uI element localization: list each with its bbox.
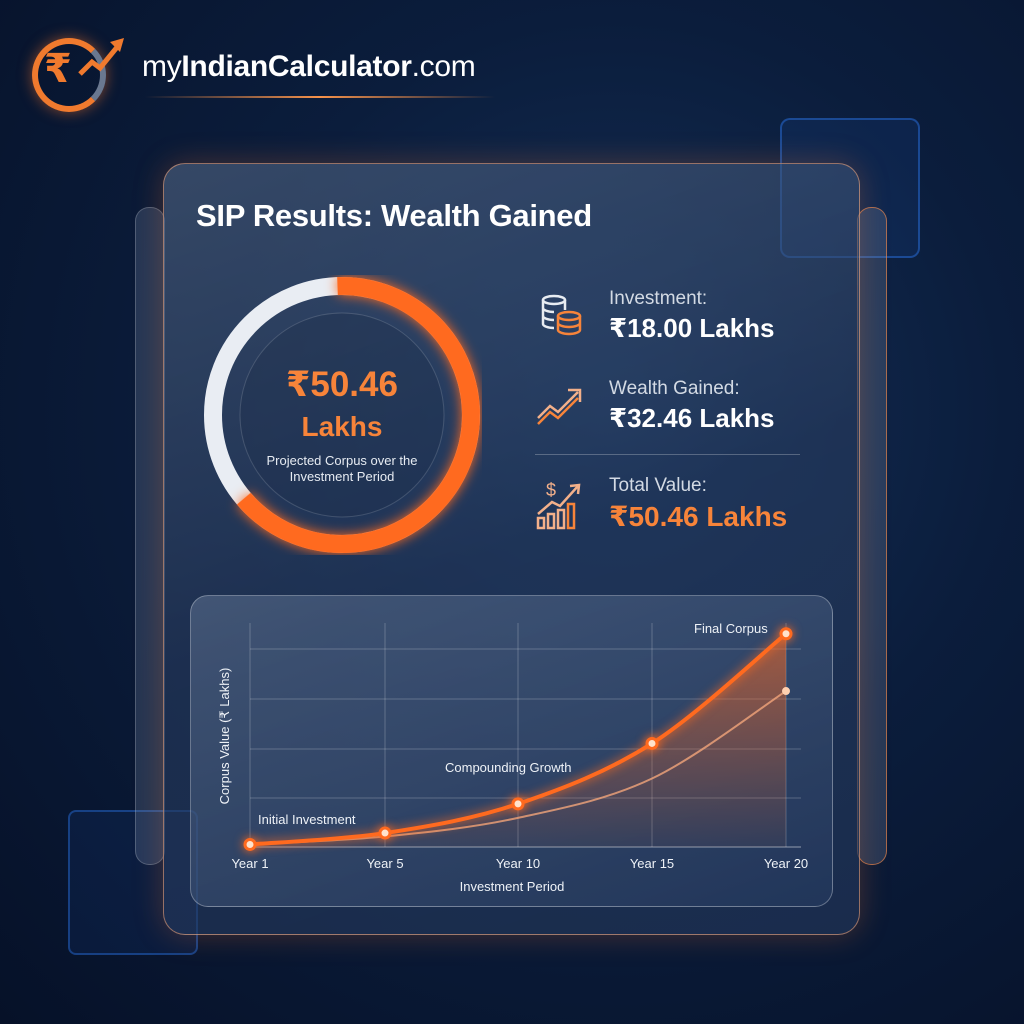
investment-value: ₹18.00 Lakhs (609, 313, 775, 343)
x-tick-label: Year 10 (496, 856, 540, 871)
logo-ring-icon (32, 38, 106, 112)
annotation-final: Final Corpus (694, 621, 768, 636)
wealth-gained-value: ₹32.46 Lakhs (609, 403, 775, 433)
back-panel-left (135, 207, 165, 865)
y-axis-label: Corpus Value (₹ Lakhs) (217, 668, 232, 805)
total-value-label: Total Value: (609, 475, 707, 496)
brand-prefix: my (142, 50, 182, 83)
annotation-growth: Compounding Growth (445, 760, 571, 775)
total-value-value: ₹50.46 Lakhs (609, 501, 788, 532)
coins-stack-icon (541, 294, 582, 336)
investment-label: Investment: (609, 288, 708, 309)
ring-value: ₹50.46 Lakhs (242, 364, 442, 448)
dollar-bar-growth-icon: $ (536, 480, 581, 530)
data-point (511, 797, 525, 811)
x-axis-label: Investment Period (460, 879, 565, 894)
trend-up-arrow-icon (537, 388, 582, 425)
x-tick-label: Year 20 (764, 856, 808, 871)
stats-divider (535, 454, 800, 455)
x-tick-label: Year 15 (630, 856, 674, 871)
page-title: SIP Results: Wealth Gained (196, 198, 592, 233)
ring-inner (239, 312, 445, 518)
x-tick-label: Year 5 (366, 856, 403, 871)
data-point (782, 687, 790, 696)
ring-unit: Lakhs (301, 411, 383, 442)
rupee-icon: ₹ (44, 47, 72, 91)
corpus-chart: Year 1 Year 5 Year 10 Year 15 Year 20 Initia… (190, 595, 833, 907)
chart-canvas: Year 1 Year 5 Year 10 Year 15 Year 20 Initia… (217, 621, 808, 894)
ring-amount: ₹50.46 (286, 365, 398, 404)
growth-arrow-icon (78, 38, 124, 76)
svg-text:$: $ (546, 480, 556, 500)
x-tick-label: Year 1 (231, 856, 268, 871)
brand-suffix: .com (411, 50, 476, 83)
data-point (243, 837, 257, 851)
back-panel-right (857, 207, 887, 865)
data-point (378, 826, 392, 840)
wealth-gap-area (250, 633, 786, 847)
annotation-initial: Initial Investment (258, 812, 356, 827)
corpus-ring (203, 276, 480, 553)
brand-underline (145, 96, 495, 98)
data-point (645, 736, 659, 750)
data-point (779, 627, 793, 641)
wealth-gained-label: Wealth Gained: (609, 378, 740, 399)
brand-bold: IndianCalculator (181, 50, 412, 83)
ring-caption: Projected Corpus over the Investment Per… (266, 453, 418, 484)
brand-name[interactable]: myIndianCalculator.com (142, 50, 476, 84)
